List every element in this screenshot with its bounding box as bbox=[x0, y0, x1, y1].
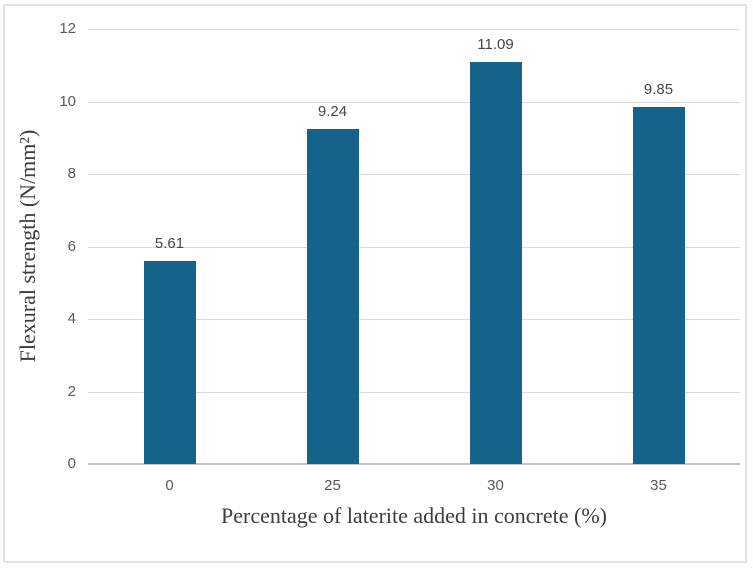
gridline bbox=[88, 29, 740, 30]
y-tick-label: 8 bbox=[67, 165, 76, 182]
x-axis-line bbox=[88, 463, 740, 465]
x-axis-title: Percentage of laterite added in concrete… bbox=[220, 503, 608, 528]
chart-frame bbox=[3, 4, 747, 563]
bar bbox=[632, 106, 685, 464]
y-tick-label: 12 bbox=[59, 20, 76, 37]
x-tick-label: 35 bbox=[650, 477, 667, 494]
bar bbox=[143, 260, 196, 464]
y-tick-label: 10 bbox=[59, 92, 76, 110]
y-tick-label: 2 bbox=[67, 382, 76, 400]
y-tick-label: 4 bbox=[67, 310, 76, 327]
bar bbox=[306, 129, 359, 464]
y-tick-label: 0 bbox=[67, 455, 76, 472]
gridline bbox=[88, 319, 740, 320]
gridline bbox=[88, 174, 740, 175]
bar-value-label: 9.24 bbox=[317, 103, 348, 121]
x-tick-label: 30 bbox=[487, 477, 504, 494]
bar-value-label: 5.61 bbox=[154, 234, 185, 252]
gridline bbox=[88, 101, 740, 103]
y-tick-label: 6 bbox=[67, 237, 76, 255]
gridline bbox=[88, 391, 740, 393]
y-axis-title: Flexural strength (N/mm²) bbox=[15, 129, 40, 363]
x-tick-label: 25 bbox=[324, 477, 341, 494]
bar-value-label: 11.09 bbox=[477, 35, 514, 53]
bar bbox=[469, 61, 522, 464]
bar-value-label: 9.85 bbox=[643, 80, 674, 98]
x-tick-label: 0 bbox=[165, 477, 174, 494]
gridline bbox=[88, 246, 740, 248]
